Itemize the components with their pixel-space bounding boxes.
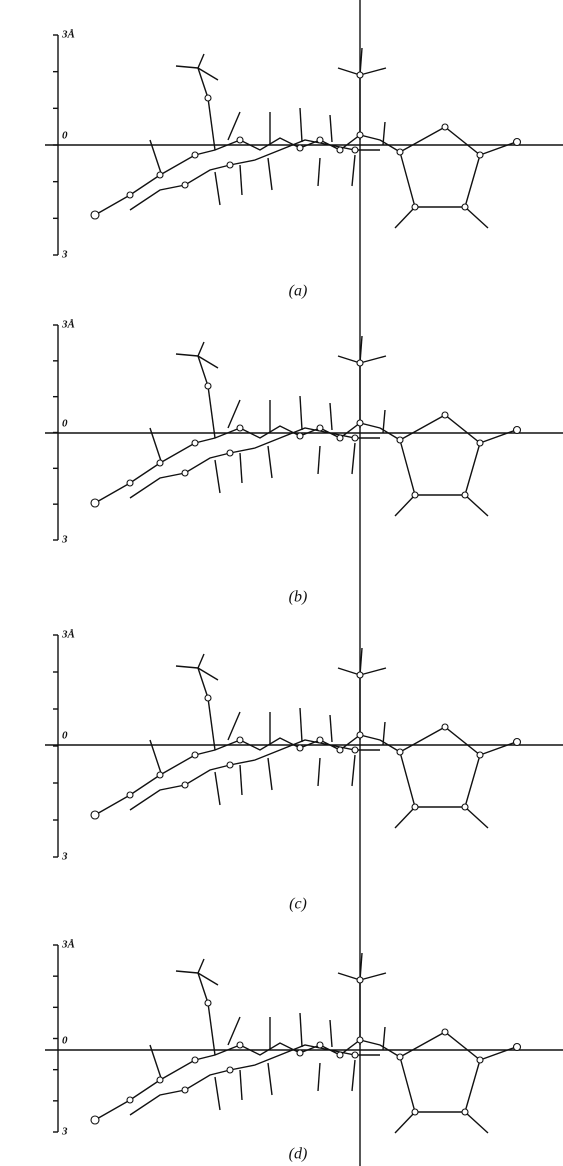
scale-bottom-label: 3 xyxy=(61,534,68,546)
molecule-projection xyxy=(90,47,522,229)
scale-zero-label: 0 xyxy=(62,130,68,142)
scale-top-label: 3Å xyxy=(61,319,75,331)
scale-zero-label: 0 xyxy=(62,418,68,430)
panel-label: (d) xyxy=(289,1146,308,1163)
scale-zero-label: 0 xyxy=(62,730,68,742)
scale-bottom-label: 3 xyxy=(61,1126,68,1138)
panel-label: (c) xyxy=(289,896,307,913)
molecule-projection xyxy=(90,952,522,1134)
molecule-projection xyxy=(90,647,522,829)
scale-top-label: 3Å xyxy=(61,939,75,951)
scale-top-label: 3Å xyxy=(61,629,75,641)
scale-top-label: 3Å xyxy=(61,29,75,41)
scale-bottom-label: 3 xyxy=(61,249,68,261)
scale-zero-label: 0 xyxy=(62,1035,68,1047)
panel-label: (a) xyxy=(289,283,308,300)
scale-bottom-label: 3 xyxy=(61,851,68,863)
molecule-projection xyxy=(90,335,522,517)
panel-label: (b) xyxy=(289,589,308,606)
